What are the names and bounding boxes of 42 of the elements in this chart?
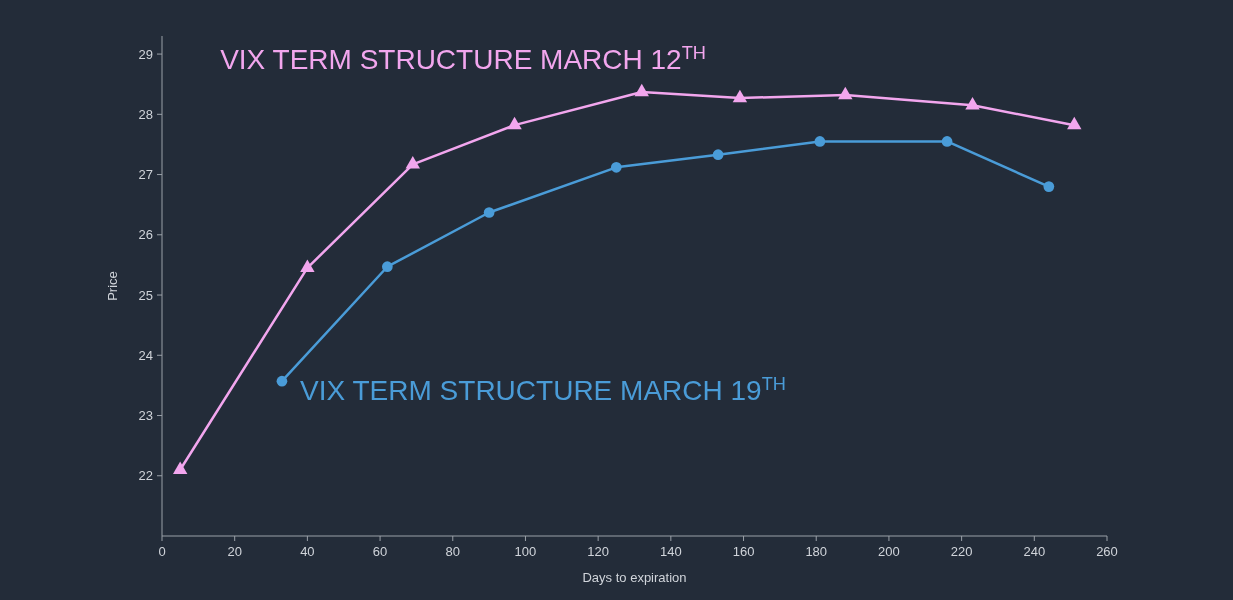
y-tick-label: 25 <box>138 287 153 303</box>
y-tick-label: 28 <box>138 106 153 122</box>
y-tick-label: 23 <box>138 408 153 424</box>
point <box>838 86 853 100</box>
x-axis-title: Days to expiration <box>582 570 687 585</box>
x-tick-label: 220 <box>950 544 973 559</box>
y-tick-label: 27 <box>138 167 153 183</box>
point <box>483 207 495 218</box>
y-tick-label: 26 <box>138 227 153 243</box>
point <box>814 136 826 147</box>
point <box>965 96 980 110</box>
y-tick-label: 29 <box>138 46 153 62</box>
x-tick-label: 20 <box>227 544 242 559</box>
point <box>1067 116 1082 130</box>
x-tick-label: 180 <box>805 544 828 559</box>
x-tick-label: 120 <box>587 544 610 559</box>
x-tick-label: 80 <box>445 544 460 559</box>
y-axis-title: Price <box>105 271 120 301</box>
series-label: VIX TERM STRUCTURE MARCH 19$^{TH}$ <box>300 374 786 407</box>
point <box>381 261 393 273</box>
point <box>405 155 420 169</box>
x-tick-label: 140 <box>659 544 682 559</box>
point <box>712 149 724 161</box>
point <box>634 83 649 97</box>
point <box>1043 181 1055 192</box>
point <box>300 259 315 273</box>
x-tick-label: 160 <box>732 544 755 559</box>
x-tick-label: 60 <box>372 544 388 559</box>
x-tick-label: 200 <box>878 544 900 559</box>
point <box>276 375 288 387</box>
series-label: VIX TERM STRUCTURE MARCH 12$^{TH}$ <box>220 43 706 76</box>
x-tick-label: 240 <box>1023 544 1046 559</box>
x-tick-label: 40 <box>300 544 315 559</box>
y-tick-label: 24 <box>138 347 153 363</box>
point <box>941 136 953 147</box>
x-tick-label: 0 <box>158 544 166 559</box>
point <box>507 116 522 130</box>
x-tick-label: 100 <box>514 544 537 559</box>
point <box>610 161 622 173</box>
point <box>732 89 748 103</box>
x-tick-label: 260 <box>1096 544 1118 559</box>
y-tick-label: 22 <box>138 468 153 484</box>
